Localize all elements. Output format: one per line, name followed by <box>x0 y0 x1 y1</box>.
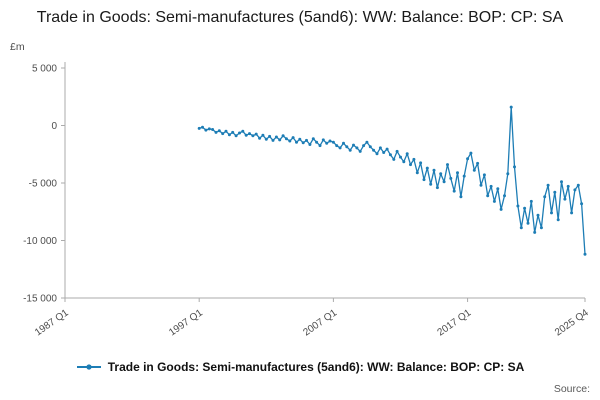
source-label: Source: <box>553 383 590 395</box>
line-chart: £m 5 000 0 -5 000 -10 000 -15 000 1987 Q1 1997 … <box>10 41 591 338</box>
chart-title: Trade in Goods: Semi-manufactures (5and6… <box>36 9 564 26</box>
chart-legend: Trade in Goods: Semi-manufactures (5and6… <box>0 360 600 374</box>
y-tick-label: 0 <box>51 121 57 132</box>
y-tick-label: -10 000 <box>23 236 57 247</box>
x-tick-label: 1997 Q1 <box>167 307 205 338</box>
data-markers <box>197 105 587 256</box>
x-tick-label: 2007 Q1 <box>301 307 339 338</box>
y-axis-unit-label: £m <box>10 41 25 53</box>
legend-label: Trade in Goods: Semi-manufactures (5and6… <box>107 360 525 374</box>
y-tick-label: 5 000 <box>32 64 57 75</box>
x-tick-label: 2025 Q4 <box>553 307 591 338</box>
data-line <box>198 106 586 255</box>
x-tick-label: 2017 Q1 <box>436 307 474 338</box>
legend-line-marker <box>76 364 101 370</box>
x-tick-label: 1987 Q1 <box>33 307 71 338</box>
y-tick-label: -5 000 <box>29 179 58 190</box>
y-tick-label: -15 000 <box>23 294 57 305</box>
